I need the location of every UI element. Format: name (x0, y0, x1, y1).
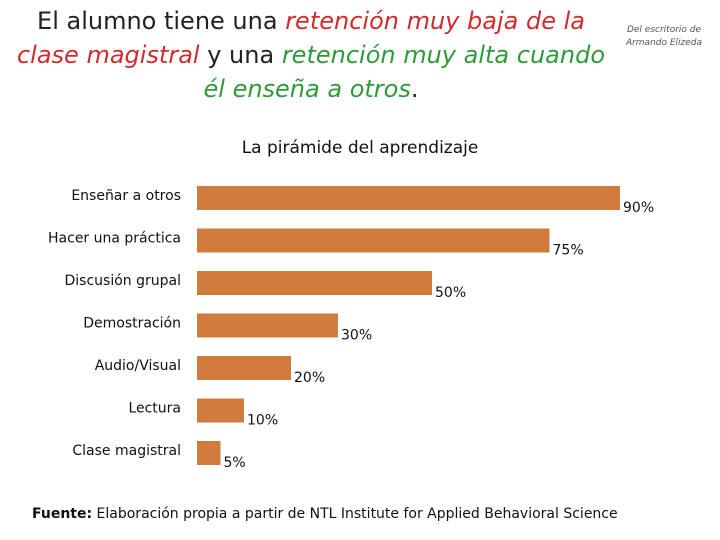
source-label: Fuente: (32, 506, 93, 522)
category-label: Clase magistral (72, 443, 181, 459)
title-part-3: y una (199, 41, 282, 69)
bar (197, 441, 221, 465)
credit-line-2: Armando Elizeda (625, 38, 703, 48)
category-label: Discusión grupal (65, 273, 181, 289)
bar (197, 271, 432, 295)
title-part-5: . (410, 75, 419, 103)
category-label: Demostración (83, 316, 181, 332)
title-highlight-high: retención muy alta cuando él enseña a ot… (203, 41, 606, 103)
value-label: 10% (247, 413, 278, 429)
bar (197, 228, 550, 253)
value-label: 50% (435, 285, 466, 301)
source-note: Fuente: Elaboración propia a partir de N… (32, 506, 618, 522)
bar-series: Enseñar a otros 90% Hacer una práctica 75% D… (48, 186, 654, 471)
bar (197, 313, 338, 338)
category-label: Hacer una práctica (48, 231, 181, 247)
chart-title: La pirámide del aprendizaje (242, 138, 479, 158)
category-label: Lectura (128, 401, 181, 417)
page-title: El alumno tiene una retención muy baja d… (14, 4, 608, 106)
author-credit: Del escritorio de Armando Elizeda (612, 24, 716, 50)
value-label: 90% (623, 200, 654, 216)
category-label: Audio/Visual (95, 358, 181, 374)
value-label: 20% (294, 370, 325, 386)
value-label: 30% (341, 328, 372, 344)
title-highlight-low: retención muy baja de la clase magistral (16, 7, 585, 69)
bar (197, 356, 291, 380)
title-part-1: El alumno tiene una (37, 7, 286, 35)
source-text: Elaboración propia a partir de NTL Insti… (92, 506, 618, 522)
category-label: Enseñar a otros (71, 188, 181, 204)
credit-line-1: Del escritorio de (626, 25, 702, 35)
bar (197, 186, 620, 210)
value-label: 75% (553, 243, 584, 259)
bar (197, 398, 244, 423)
value-label: 5% (224, 455, 246, 471)
